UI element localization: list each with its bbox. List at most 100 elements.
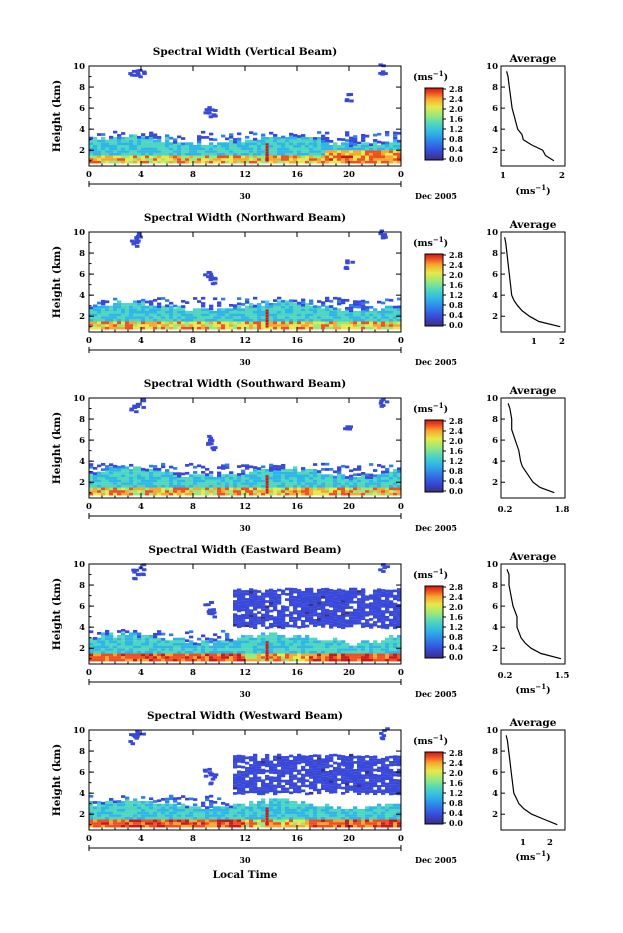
data-cell	[181, 819, 185, 822]
data-cell	[285, 653, 289, 656]
data-cell	[165, 134, 169, 137]
data-cell	[149, 153, 153, 156]
data-cell	[389, 635, 393, 638]
y-tick-label: 2	[79, 478, 85, 488]
data-cell	[161, 314, 165, 317]
data-cell	[261, 656, 265, 659]
data-cell	[97, 474, 101, 477]
data-cell	[301, 311, 305, 314]
data-cell	[137, 474, 141, 477]
data-cell	[101, 150, 105, 153]
data-cell	[309, 593, 313, 596]
data-cell	[193, 656, 197, 659]
data-cell	[309, 611, 313, 614]
data-cell	[229, 150, 233, 153]
data-cell	[297, 804, 301, 807]
data-cell	[361, 591, 365, 594]
data-cell	[381, 594, 385, 597]
data-cell	[229, 648, 233, 651]
data-cell	[273, 137, 277, 140]
data-cell	[337, 327, 341, 330]
data-cell	[189, 797, 193, 800]
data-cell	[365, 319, 369, 322]
data-cell	[109, 463, 113, 466]
data-cell	[133, 656, 137, 659]
data-cell	[237, 473, 241, 476]
data-cell	[285, 324, 289, 327]
data-cell	[113, 485, 117, 488]
data-cell	[141, 316, 145, 319]
data-cell	[157, 308, 161, 311]
data-cell	[185, 653, 189, 656]
data-cell	[377, 485, 381, 488]
data-cell	[353, 143, 357, 146]
data-cell	[217, 327, 221, 330]
data-cell	[317, 148, 321, 151]
data-cell	[169, 472, 173, 475]
data-cell	[297, 161, 301, 164]
data-cell	[97, 153, 101, 156]
data-cell	[269, 659, 273, 662]
data-cell	[277, 599, 281, 602]
colorbar-tick-label: 2.4	[449, 426, 463, 436]
colorbar-tick-label: 2.8	[449, 416, 463, 426]
data-cell	[305, 477, 309, 480]
day-label: 30	[239, 357, 251, 367]
data-cell	[293, 311, 297, 314]
data-cell	[349, 321, 353, 324]
x-tick-label: 8	[190, 170, 196, 180]
data-cell	[241, 314, 245, 317]
data-cell	[105, 801, 109, 804]
data-cell	[349, 619, 353, 622]
data-cell	[101, 474, 105, 477]
panel-title: Spectral Width (Vertical Beam)	[153, 46, 337, 58]
data-cell	[389, 314, 393, 317]
data-cell	[209, 819, 213, 822]
data-cell	[385, 150, 389, 153]
colorbar-tick-label: 0.0	[449, 486, 463, 496]
data-cell	[301, 472, 305, 475]
data-cell	[149, 327, 153, 330]
data-cell	[229, 814, 233, 817]
data-cell	[337, 589, 341, 592]
data-cell	[317, 319, 321, 322]
data-cell	[197, 814, 201, 817]
data-cell	[209, 145, 213, 148]
data-cell	[133, 635, 137, 638]
data-cell	[113, 482, 117, 485]
data-cell	[93, 817, 97, 820]
data-cell	[93, 472, 97, 475]
data-cell	[385, 480, 389, 483]
data-cell	[393, 142, 397, 145]
data-cell	[341, 316, 345, 319]
data-cell	[265, 775, 269, 778]
data-cell	[266, 649, 269, 651]
data-cell	[385, 651, 389, 654]
data-cell	[261, 327, 265, 330]
data-cell	[365, 135, 369, 138]
data-cell	[241, 609, 245, 612]
data-cell	[273, 792, 277, 795]
data-cell	[101, 155, 105, 158]
data-cell	[333, 653, 337, 656]
data-cell	[361, 308, 365, 311]
data-cell	[377, 656, 381, 659]
data-cell	[136, 573, 141, 576]
data-cell	[309, 659, 313, 662]
x-tick-label: 0	[86, 668, 92, 678]
y-tick-label: 6	[79, 270, 85, 280]
data-cell	[365, 314, 369, 317]
data-cell	[289, 145, 293, 148]
data-cell	[217, 646, 221, 649]
data-cell	[157, 327, 161, 330]
data-cell	[313, 646, 317, 649]
data-cell	[273, 632, 277, 635]
data-cell	[97, 158, 101, 161]
data-cell	[253, 480, 257, 483]
data-cell	[213, 282, 218, 285]
data-cell	[197, 487, 201, 490]
data-cell	[241, 470, 245, 473]
data-cell	[185, 314, 189, 317]
data-cell	[357, 477, 361, 480]
data-cell	[249, 140, 253, 143]
